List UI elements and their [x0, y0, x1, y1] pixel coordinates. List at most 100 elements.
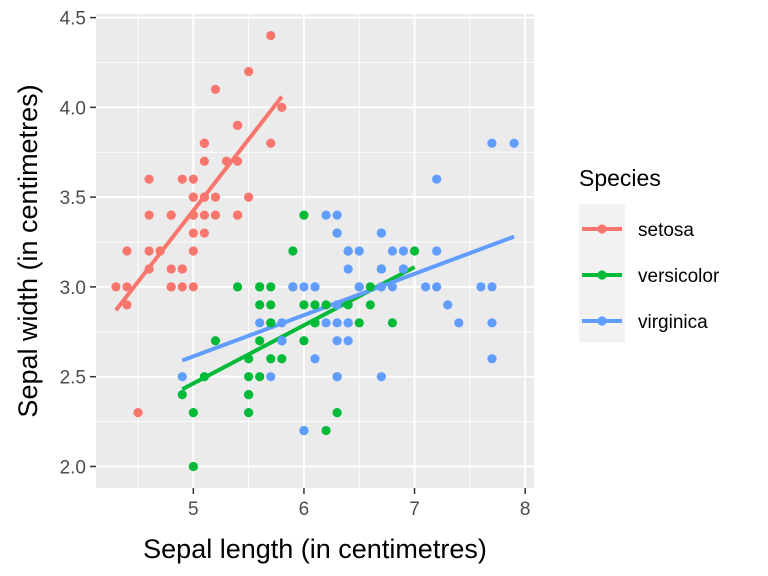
point-virginica [321, 210, 331, 220]
point-versicolor [288, 246, 298, 256]
point-virginica [376, 372, 386, 382]
legend: Species setosa versicolor virginica [579, 165, 720, 342]
point-virginica [310, 354, 320, 364]
point-versicolor [255, 282, 265, 292]
legend-label-virginica: virginica [638, 312, 708, 333]
point-virginica [332, 336, 342, 346]
point-virginica [343, 318, 353, 328]
legend-label-versicolor: versicolor [638, 266, 720, 287]
point-virginica [310, 282, 320, 292]
legend-key-point-setosa [597, 224, 607, 234]
point-versicolor [188, 461, 198, 472]
point-setosa [266, 138, 276, 148]
point-versicolor [387, 318, 398, 328]
point-versicolor [266, 282, 276, 292]
point-virginica [332, 372, 342, 382]
point-setosa [199, 228, 209, 238]
trend-line-setosa [114, 95, 284, 312]
point-virginica [266, 372, 276, 382]
point-setosa [188, 228, 198, 238]
point-setosa [244, 66, 254, 77]
point-setosa [144, 174, 154, 184]
point-setosa [144, 210, 154, 220]
y-tick-label: 3.0 [60, 278, 86, 299]
point-virginica [288, 282, 298, 292]
point-versicolor [299, 336, 309, 346]
point-virginica [487, 138, 497, 148]
point-versicolor [255, 336, 265, 346]
point-setosa [122, 300, 132, 310]
point-virginica [299, 282, 309, 292]
point-setosa [188, 282, 198, 292]
point-setosa [210, 192, 221, 202]
point-versicolor [244, 407, 254, 418]
point-setosa [244, 192, 254, 202]
point-virginica [432, 246, 442, 256]
point-virginica [398, 264, 409, 274]
trend-lines [114, 95, 515, 392]
point-versicolor [299, 300, 309, 310]
point-virginica [432, 282, 442, 292]
point-versicolor [188, 407, 198, 418]
point-setosa [166, 264, 176, 274]
point-versicolor [232, 282, 243, 292]
point-versicolor [266, 318, 276, 328]
point-virginica [376, 282, 386, 292]
point-virginica [454, 318, 464, 328]
point-virginica [487, 354, 497, 364]
point-virginica [177, 372, 187, 382]
x-tick-label: 6 [299, 499, 310, 520]
data-points [111, 30, 519, 472]
point-versicolor [332, 407, 342, 418]
point-virginica [376, 228, 386, 238]
x-axis-title: Sepal length (in centimetres) [143, 534, 487, 564]
point-versicolor [299, 210, 309, 220]
point-virginica [299, 425, 309, 436]
point-versicolor [277, 354, 287, 364]
legend-title: Species [579, 165, 661, 191]
point-virginica [332, 210, 342, 220]
point-virginica [332, 300, 342, 310]
point-setosa [177, 174, 187, 184]
point-versicolor [266, 354, 276, 364]
x-tick-label: 8 [520, 499, 531, 520]
point-setosa [133, 407, 143, 418]
point-setosa [266, 30, 276, 41]
y-tick-label: 4.5 [60, 9, 86, 30]
point-virginica [343, 264, 353, 274]
point-versicolor [354, 318, 364, 328]
point-versicolor [321, 300, 331, 310]
point-virginica [343, 246, 353, 256]
point-setosa [232, 210, 243, 220]
point-versicolor [255, 372, 265, 382]
point-virginica [398, 246, 409, 256]
point-setosa [188, 192, 198, 202]
point-setosa [199, 210, 209, 220]
point-versicolor [199, 372, 209, 382]
point-versicolor [210, 336, 221, 346]
point-versicolor [365, 282, 375, 292]
point-virginica [343, 336, 353, 346]
point-versicolor [343, 300, 353, 310]
point-setosa [232, 120, 243, 130]
point-setosa [277, 102, 287, 112]
point-versicolor [310, 318, 320, 328]
point-virginica [421, 282, 431, 292]
point-versicolor [321, 425, 331, 436]
point-versicolor [244, 354, 254, 364]
point-virginica [376, 264, 386, 274]
point-setosa [166, 210, 176, 220]
y-axis-title: Sepal width (in centimetres) [13, 84, 43, 417]
point-setosa [144, 264, 154, 274]
point-virginica [354, 282, 364, 292]
point-setosa [122, 282, 132, 292]
point-setosa [199, 192, 209, 202]
trend-line-virginica [181, 234, 515, 363]
point-virginica [387, 282, 398, 292]
point-versicolor [266, 300, 276, 310]
point-setosa [210, 210, 221, 220]
y-tick-label: 2.0 [60, 457, 86, 478]
y-tick-label: 3.5 [60, 188, 86, 209]
x-tick-label: 7 [409, 499, 420, 520]
axes: 5 6 7 8 2.0 2.5 3.0 3.5 4.0 4.5 [60, 9, 531, 520]
